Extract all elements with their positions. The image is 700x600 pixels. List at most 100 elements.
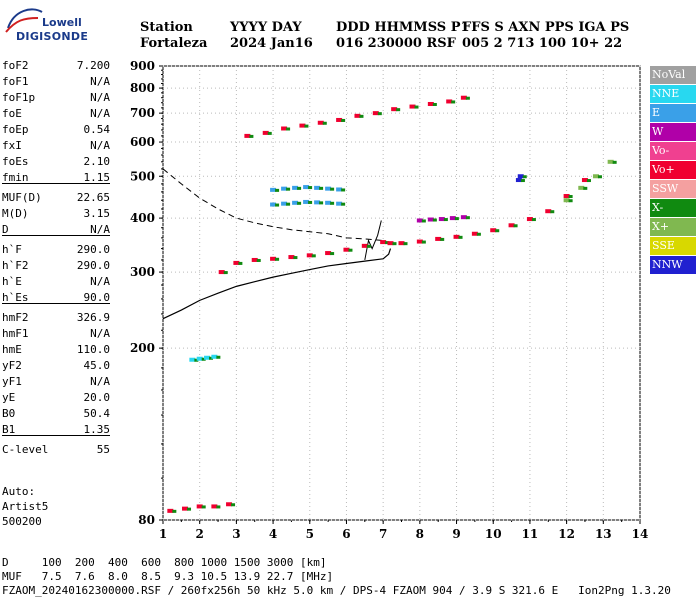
echo-point-x-mode bbox=[348, 248, 353, 252]
echo-point-x-mode bbox=[465, 96, 470, 100]
param-row: foF2 7.200 bbox=[2, 58, 110, 74]
param-row: foF1p N/A bbox=[2, 90, 110, 106]
param-name: foEs bbox=[2, 155, 29, 168]
logo-text-digisonde: DIGISONDE bbox=[16, 30, 89, 43]
param-value: 1.35 bbox=[83, 423, 111, 436]
echo-point-x-mode bbox=[451, 100, 456, 104]
legend-item-w: W bbox=[650, 123, 696, 141]
param-separator bbox=[2, 435, 110, 436]
echo-point bbox=[167, 508, 174, 513]
param-value: 0.54 bbox=[83, 123, 111, 136]
x-tick-label: 6 bbox=[342, 527, 350, 541]
echo-point-x-mode bbox=[392, 242, 397, 246]
autoscaling-info: Auto: Artist5 500200 bbox=[2, 484, 48, 529]
echo-point-x-mode bbox=[432, 102, 437, 106]
param-value: 1.15 bbox=[83, 171, 111, 184]
echo-point bbox=[303, 185, 310, 190]
param-name: foE bbox=[2, 107, 22, 120]
echo-point-x-mode bbox=[172, 509, 177, 513]
echo-point bbox=[592, 174, 599, 179]
echo-point-x-mode bbox=[238, 261, 243, 265]
echo-point-x-mode bbox=[286, 202, 291, 206]
param-value: 290.0 bbox=[76, 243, 110, 256]
x-tick-label: 5 bbox=[306, 527, 314, 541]
param-value: 20.0 bbox=[83, 391, 111, 404]
echo-point-x-mode bbox=[275, 188, 280, 192]
echo-point bbox=[438, 217, 445, 222]
param-name: foF1 bbox=[2, 75, 29, 88]
footer-info: D 100 200 400 600 800 1000 1500 3000 [km… bbox=[2, 556, 671, 598]
echo-point-x-mode bbox=[319, 186, 324, 190]
footer-muf-row: MUF 7.5 7.6 8.0 8.5 9.3 10.5 13.9 22.7 [… bbox=[2, 570, 334, 583]
param-name: C-level bbox=[2, 443, 49, 456]
header-value-date: 2024 Jan16 bbox=[230, 36, 313, 51]
y-tick-label: 800 bbox=[130, 81, 155, 95]
echo-point bbox=[270, 256, 277, 261]
legend-item-x-: X+ bbox=[650, 218, 696, 236]
param-name: h`E bbox=[2, 275, 22, 288]
echo-point bbox=[427, 217, 434, 222]
echo-point bbox=[336, 117, 343, 122]
echo-point bbox=[314, 185, 321, 190]
param-value: N/A bbox=[90, 275, 110, 288]
echo-point-x-mode bbox=[209, 356, 214, 360]
param-name: B0 bbox=[2, 407, 16, 420]
echo-point-x-mode bbox=[275, 257, 280, 261]
echo-point-x-mode bbox=[465, 216, 470, 220]
param-row: hmE 110.0 bbox=[2, 342, 110, 358]
param-name: h`Es bbox=[2, 291, 29, 304]
echo-point-x-mode bbox=[201, 505, 206, 509]
echo-point bbox=[490, 228, 497, 233]
echo-point bbox=[292, 185, 299, 190]
header-value-station: Fortaleza bbox=[140, 36, 208, 51]
lowell-digisonde-logo: Lowell DIGISONDE bbox=[2, 4, 88, 44]
param-value: 2.10 bbox=[83, 155, 111, 168]
echo-point bbox=[336, 201, 343, 206]
param-value: 22.65 bbox=[76, 191, 110, 204]
y-tick-label: 300 bbox=[130, 265, 155, 279]
echo-point bbox=[218, 270, 225, 275]
echo-point bbox=[398, 241, 405, 246]
echo-point bbox=[288, 255, 295, 260]
legend-item-vo-: Vo- bbox=[650, 142, 696, 160]
legend-item-e: E bbox=[650, 104, 696, 122]
logo-swoosh bbox=[5, 8, 43, 33]
param-separator bbox=[2, 183, 110, 184]
param-value: N/A bbox=[90, 327, 110, 340]
echo-point bbox=[581, 178, 588, 183]
echo-point-x-mode bbox=[304, 124, 309, 128]
echo-point bbox=[182, 506, 189, 511]
footer-file-row: FZAOM_20240162300000.RSF / 260fx256h 50 … bbox=[2, 584, 671, 597]
plot-frame bbox=[162, 65, 641, 521]
echo-point bbox=[189, 357, 196, 362]
echo-point bbox=[416, 218, 423, 223]
param-row: B1 1.35 bbox=[2, 422, 110, 438]
echo-point bbox=[233, 260, 240, 265]
echo-point-x-mode bbox=[522, 175, 527, 179]
param-row: h`Es 90.0 bbox=[2, 290, 110, 306]
echo-point-x-mode bbox=[330, 252, 335, 256]
echo-point-x-mode bbox=[341, 202, 346, 206]
param-name: MUF(D) bbox=[2, 191, 42, 204]
echo-point-x-mode bbox=[414, 105, 419, 109]
legend-item-vo-: Vo+ bbox=[650, 161, 696, 179]
echo-point bbox=[515, 178, 522, 183]
echo-point-x-mode bbox=[297, 201, 302, 205]
param-row: h`F 290.0 bbox=[2, 242, 110, 258]
echo-point bbox=[471, 231, 478, 236]
footer-distance-row: D 100 200 400 600 800 1000 1500 3000 [km… bbox=[2, 556, 327, 569]
echo-point bbox=[281, 186, 288, 191]
param-row: M(D) 3.15 bbox=[2, 206, 110, 222]
param-row: h`E N/A bbox=[2, 274, 110, 290]
echo-point-x-mode bbox=[341, 188, 346, 192]
echo-point bbox=[196, 504, 203, 509]
echo-point-x-mode bbox=[187, 507, 192, 511]
echo-point bbox=[517, 174, 524, 179]
param-value: 50.4 bbox=[83, 407, 111, 420]
x-tick-label: 11 bbox=[522, 527, 539, 541]
param-name: M(D) bbox=[2, 207, 29, 220]
echo-point bbox=[226, 502, 233, 507]
x-tick-label: 8 bbox=[416, 527, 424, 541]
param-row: foEs 2.10 bbox=[2, 154, 110, 170]
echo-point-x-mode bbox=[513, 224, 518, 228]
